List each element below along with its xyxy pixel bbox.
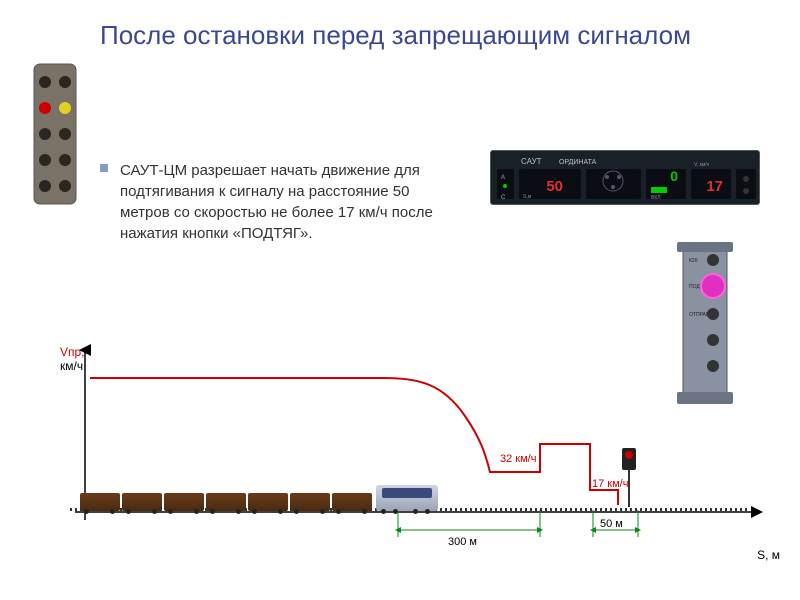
panel-svg: САУТ ОРДИНАТА А С 50 S,м 0 ВКЛ 17 V, км/… bbox=[491, 151, 761, 206]
traffic-light-svg bbox=[30, 60, 80, 210]
speed-label-32: 32 км/ч bbox=[500, 453, 536, 465]
stop-signal-head bbox=[622, 448, 636, 470]
speed-label-17: 17 км/ч bbox=[592, 478, 628, 490]
wagon bbox=[164, 493, 204, 511]
control-svg: К20 ПОДТЯГ ОТПРАВ bbox=[665, 240, 745, 410]
description-text: САУТ-ЦМ разрешает начать движение для по… bbox=[120, 160, 460, 244]
svg-text:ВКЛ: ВКЛ bbox=[651, 195, 661, 201]
wagon bbox=[248, 493, 288, 511]
page-title: После остановки перед запрещающим сигнал… bbox=[100, 20, 700, 51]
panel-ord: ОРДИНАТА bbox=[559, 159, 597, 166]
control-box-device: К20 ПОДТЯГ ОТПРАВ bbox=[675, 245, 735, 405]
distance-50: 50 м bbox=[600, 518, 623, 530]
saut-display-panel: САУТ ОРДИНАТА А С 50 S,м 0 ВКЛ 17 V, км/… bbox=[490, 150, 760, 205]
svg-text:К20: К20 bbox=[689, 258, 698, 264]
svg-text:ОТПРАВ: ОТПРАВ bbox=[689, 312, 710, 318]
panel-title: САУТ bbox=[521, 157, 542, 166]
panel-power: 0 bbox=[670, 168, 678, 184]
wagon bbox=[80, 493, 120, 511]
wagon bbox=[206, 493, 246, 511]
wagon bbox=[332, 493, 372, 511]
locomotive bbox=[376, 485, 438, 511]
svg-text:S,м: S,м bbox=[523, 194, 532, 200]
svg-text:С: С bbox=[501, 195, 506, 201]
panel-speed: 17 bbox=[706, 178, 723, 195]
train-composition bbox=[80, 485, 438, 511]
wagon bbox=[290, 493, 330, 511]
panel-distance: 50 bbox=[546, 178, 563, 195]
svg-text:V, км/ч: V, км/ч bbox=[694, 162, 710, 168]
x-axis-label: S, м bbox=[757, 548, 780, 562]
distance-300: 300 м bbox=[448, 536, 477, 548]
bullet-marker bbox=[100, 164, 108, 172]
svg-text:А: А bbox=[501, 175, 505, 181]
y-axis-label: Vпр,км/ч bbox=[60, 345, 85, 373]
wagon bbox=[122, 493, 162, 511]
traffic-light-device bbox=[30, 60, 80, 210]
